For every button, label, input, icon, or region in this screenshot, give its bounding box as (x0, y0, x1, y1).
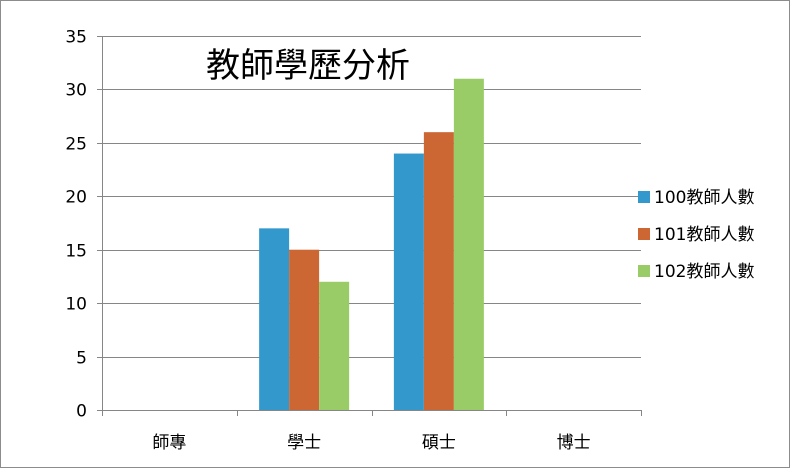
bar (319, 281, 350, 410)
y-tick-label: 5 (76, 349, 87, 369)
x-tick-label: 博士 (557, 433, 591, 453)
legend-swatch (638, 265, 650, 277)
legend-label: 102教師人數 (654, 262, 754, 282)
legend-swatch (638, 191, 650, 203)
y-tick-label: 0 (76, 402, 87, 422)
bar (423, 132, 454, 410)
gridlines (102, 36, 641, 358)
bar (393, 153, 424, 411)
legend: 100教師人數 101教師人數 102教師人數 (638, 188, 754, 282)
legend-label: 101教師人數 (654, 225, 754, 245)
x-tick-label: 師專 (152, 433, 186, 453)
x-tick-label: 碩士 (422, 433, 456, 453)
bar (289, 249, 320, 410)
bar (453, 78, 484, 410)
y-tick-label: 10 (65, 295, 87, 315)
legend-label: 100教師人數 (654, 188, 754, 208)
chart-title: 教師學歷分析 (206, 46, 410, 86)
y-tick-label: 20 (65, 188, 87, 208)
bar (259, 228, 290, 410)
y-tick-label: 25 (65, 135, 87, 155)
y-tick-label: 15 (65, 242, 87, 262)
y-tick-label: 35 (65, 28, 87, 48)
bars (259, 78, 484, 411)
axes: 0 5 10 15 20 25 30 35 師專 學士 碩士 博士 (65, 28, 642, 453)
y-tick-label: 30 (65, 81, 87, 101)
legend-swatch (638, 228, 650, 240)
x-tick-label: 學士 (287, 433, 321, 453)
